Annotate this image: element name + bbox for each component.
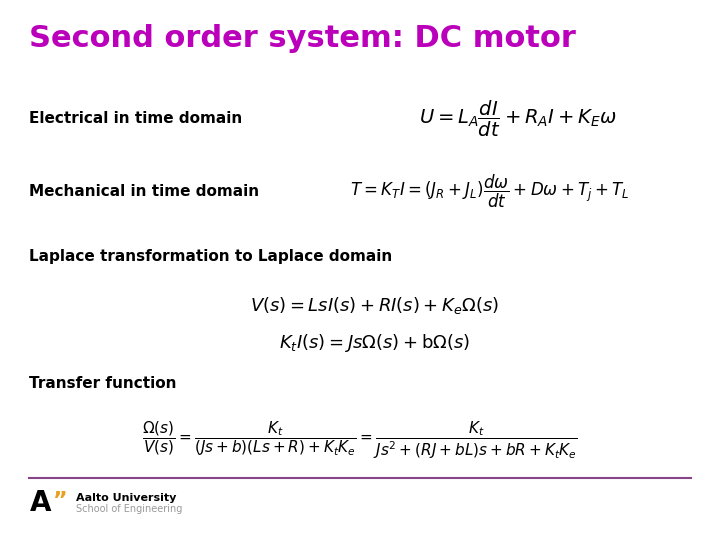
Text: Mechanical in time domain: Mechanical in time domain: [29, 184, 259, 199]
Text: $K_t I(s) = Js\Omega(s) + \mathrm{b}\Omega(s)$: $K_t I(s) = Js\Omega(s) + \mathrm{b}\Ome…: [279, 332, 470, 354]
Text: Transfer function: Transfer function: [29, 376, 176, 391]
Text: $T = K_T I = (J_R + J_L)\dfrac{d\omega}{dt} + D\omega + T_j + T_L$: $T = K_T I = (J_R + J_L)\dfrac{d\omega}{…: [350, 173, 629, 210]
Text: $V(s) = LsI(s) + RI(s) + K_e\Omega(s)$: $V(s) = LsI(s) + RI(s) + K_e\Omega(s)$: [250, 295, 499, 315]
Text: School of Engineering: School of Engineering: [76, 504, 182, 514]
Text: Second order system: DC motor: Second order system: DC motor: [29, 24, 576, 53]
Text: $\mathbf{A}$: $\mathbf{A}$: [29, 489, 52, 517]
Text: $U = L_A \dfrac{dI}{dt} + R_A I + K_E \omega$: $U = L_A \dfrac{dI}{dt} + R_A I + K_E \o…: [420, 99, 617, 139]
Text: ”: ”: [53, 490, 67, 511]
Text: Electrical in time domain: Electrical in time domain: [29, 111, 242, 126]
Text: Laplace transformation to Laplace domain: Laplace transformation to Laplace domain: [29, 249, 392, 264]
Text: $\dfrac{\Omega(s)}{V(s)} = \dfrac{K_t}{(Js+b)(Ls+R)+K_t K_e} = \dfrac{K_t}{Js^2+: $\dfrac{\Omega(s)}{V(s)} = \dfrac{K_t}{(…: [142, 420, 578, 461]
Text: Aalto University: Aalto University: [76, 493, 176, 503]
